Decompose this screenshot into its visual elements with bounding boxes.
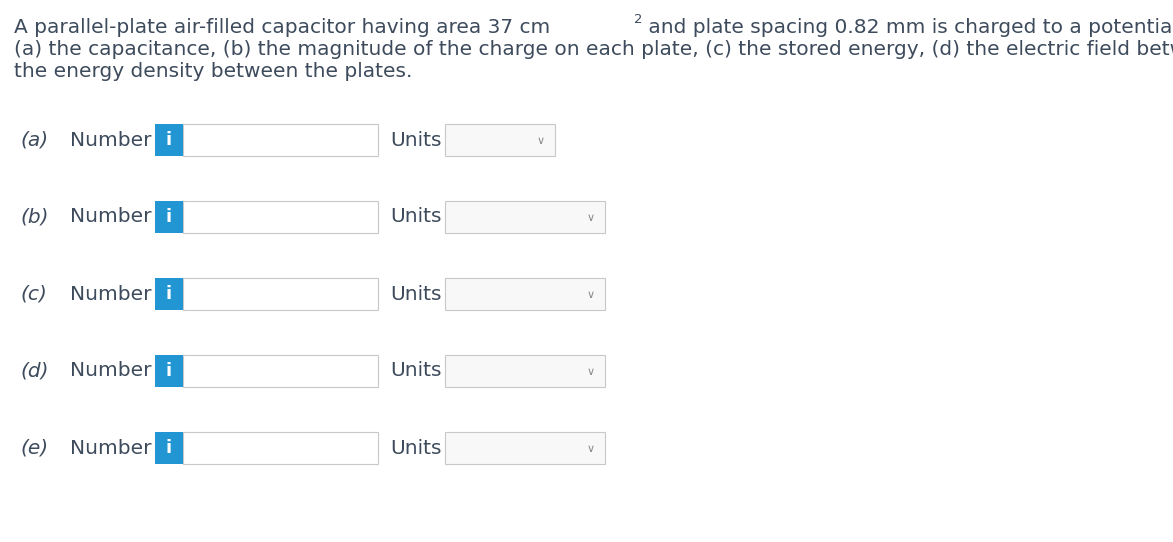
Text: i: i [165,131,172,149]
FancyBboxPatch shape [155,278,183,310]
Text: and plate spacing 0.82 mm is charged to a potential difference of 670 V. Find: and plate spacing 0.82 mm is charged to … [642,18,1173,37]
Text: Units: Units [389,285,441,304]
Text: the energy density between the plates.: the energy density between the plates. [14,62,413,81]
FancyBboxPatch shape [445,201,605,233]
FancyBboxPatch shape [183,201,378,233]
Text: ∨: ∨ [586,290,595,300]
Text: Number: Number [70,285,151,304]
Text: i: i [165,285,172,303]
Text: (c): (c) [20,285,47,304]
Text: 2: 2 [635,13,643,26]
FancyBboxPatch shape [183,124,378,156]
FancyBboxPatch shape [445,278,605,310]
FancyBboxPatch shape [155,432,183,464]
FancyBboxPatch shape [445,355,605,387]
FancyBboxPatch shape [155,355,183,387]
Text: Units: Units [389,438,441,457]
FancyBboxPatch shape [183,278,378,310]
FancyBboxPatch shape [445,432,605,464]
Text: (a): (a) [20,131,48,150]
FancyBboxPatch shape [155,124,183,156]
Text: ∨: ∨ [586,367,595,377]
Text: i: i [165,439,172,457]
Text: ∨: ∨ [537,136,545,146]
Text: Number: Number [70,438,151,457]
FancyBboxPatch shape [155,201,183,233]
FancyBboxPatch shape [183,355,378,387]
Text: (e): (e) [20,438,48,457]
Text: A parallel-plate air-filled capacitor having area 37 cm: A parallel-plate air-filled capacitor ha… [14,18,550,37]
Text: Units: Units [389,208,441,227]
Text: ∨: ∨ [586,444,595,454]
Text: i: i [165,208,172,226]
Text: Number: Number [70,131,151,150]
Text: (b): (b) [20,208,48,227]
Text: Units: Units [389,362,441,380]
FancyBboxPatch shape [445,124,555,156]
Text: Number: Number [70,362,151,380]
Text: Units: Units [389,131,441,150]
Text: (a) the capacitance, (b) the magnitude of the charge on each plate, (c) the stor: (a) the capacitance, (b) the magnitude o… [14,40,1173,59]
Text: (d): (d) [20,362,48,380]
Text: ∨: ∨ [586,213,595,223]
Text: Number: Number [70,208,151,227]
FancyBboxPatch shape [183,432,378,464]
Text: i: i [165,362,172,380]
